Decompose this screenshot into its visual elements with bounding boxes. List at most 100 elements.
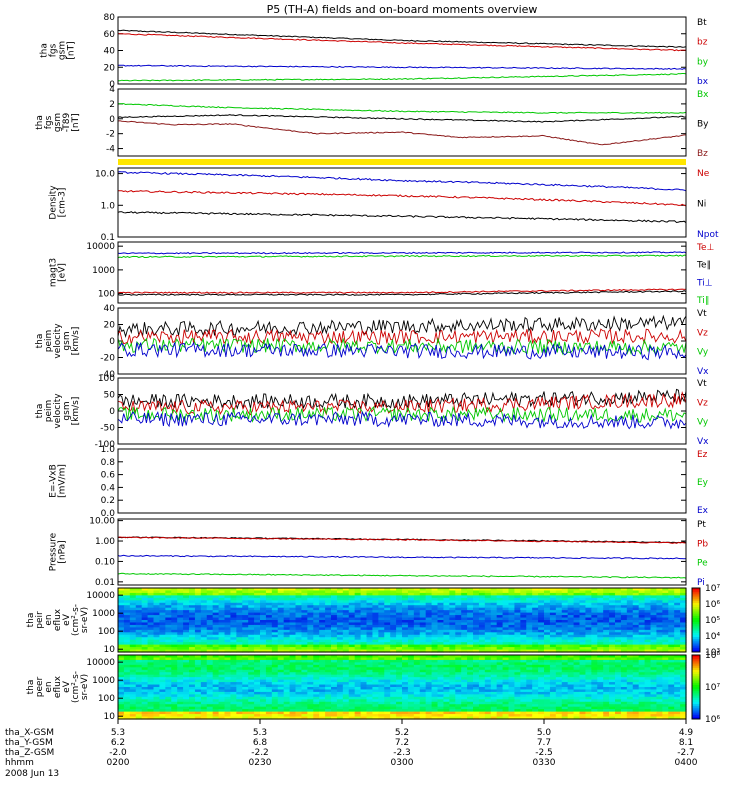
ytick-label: 20 [104,321,116,331]
ytick-label: 0.1 [101,233,115,243]
ytick-label: 10000 [86,591,115,601]
ylabel-fgs-dB: thafgsgsm-T89[nT] [35,113,81,133]
time-axis-row-label: hhmm [5,758,34,768]
ytick-label: 50 [104,391,116,401]
frame-density [117,167,687,238]
panel-efield: E=-VxB[mV/m] 0.0 0.2 0.4 0.6 0.8 1.0 Ez Ey Ex [49,445,709,519]
ytick-label: -2 [106,130,115,140]
ytick-label: 20 [104,63,116,73]
legend-velocity-perm-2: Vy [697,348,709,358]
ytick-label: 0 [109,407,115,417]
ytick-label: 40 [104,47,116,57]
legend-temperature-3: Ti∥ [696,296,709,306]
ytick-label: 10000 [86,658,115,668]
legend-fgs-2: by [697,57,709,67]
time-axis-value: -2.7 [677,748,695,758]
ytick-label: 100 [98,374,115,384]
ylabel-velocity: thapeimvelocitygsm[km/s] [35,393,81,429]
ylabel-peer: thapeerenefluxeV(cm²-s-sr-eV) [26,671,90,703]
series-velocity-perm-0 [117,314,687,339]
panel-fgs: thafgsgsm[nT] 0 20 40 60 80 Bt bz by bx [40,13,709,90]
ytick-label: 0.0 [101,509,116,519]
ytick-label: 1.0 [101,201,116,211]
series-pressure-1 [117,536,687,544]
spectrogram-peir [118,588,687,653]
ytick-label: 100 [98,627,115,637]
series-velocity-perm-3 [117,341,687,361]
series-fgs-1 [117,33,687,52]
series-velocity-1 [117,391,687,416]
ytick-label: 0.10 [95,557,115,567]
series-temperature-0 [117,288,687,294]
ytick-label: 10.0 [95,170,115,180]
series-temperature-3 [117,254,687,259]
time-axis-value: 0230 [249,758,272,768]
series-fgs-dB-2 [117,120,686,146]
ytick-label: -20 [100,354,115,364]
ytick-label: 0.2 [101,496,115,506]
frame-fgs [117,16,687,85]
time-axis-value: 5.2 [395,728,409,738]
legend-velocity-0: Vt [697,379,707,389]
series-density-1 [117,211,687,224]
legend-velocity-2: Vy [697,418,709,428]
ytick-label: 0 [109,115,115,125]
legend-fgs-dB-2: Bz [697,149,708,159]
ytick-label: 100 [98,290,115,300]
legend-velocity-perm-3: Vx [697,367,709,377]
time-axis-value: 4.9 [679,728,694,738]
ytick-label: 0.4 [101,483,116,493]
series-temperature-2 [117,251,687,255]
ylabel-pressure: Pressure[nPa] [49,532,68,571]
time-axis-value: 6.2 [111,738,125,748]
frame-velocity [117,377,687,445]
legend-pressure-2: Pe [697,559,708,569]
ylabel-efield: E=-VxB[mV/m] [49,464,68,498]
series-fgs-3 [117,64,687,70]
time-axis-value: 7.2 [395,738,409,748]
frame-peir [117,587,687,653]
series-velocity-perm-2 [117,337,687,356]
ytick-label: 10.00 [89,517,115,527]
legend-efield-0: Ez [697,450,708,460]
ytick-label: 10 [104,645,116,655]
colorbar-tick: 10⁵ [705,616,720,626]
legend-fgs-1: bz [697,38,708,48]
time-axis-value: 5.3 [253,728,267,738]
separator-bar [118,159,686,165]
legend-fgs-3: bx [697,77,709,87]
legend-velocity-1: Vz [697,398,708,408]
series-fgs-dB-1 [117,114,687,123]
series-velocity-3 [117,410,687,430]
series-density-2 [117,171,687,192]
ytick-label: 80 [104,13,116,23]
ytick-label: 1000 [92,266,115,276]
frame-efield [117,448,687,514]
legend-density-1: Ni [697,200,706,210]
legend-pressure-0: Pt [697,520,706,530]
time-axis-value: 5.3 [111,728,125,738]
ytick-label: 0 [109,80,115,90]
time-axis-value: 0300 [391,758,414,768]
colorbar-peir: 10³ 10⁴ 10⁵ 10⁶ 10⁷ [691,584,720,658]
ytick-label: 60 [104,30,116,40]
series-pressure-3 [117,554,687,560]
panel-peir: thapeirenefluxeV(cm²-s-sr-eV)10³10⁴10⁵10… [26,584,720,658]
frame-fgs-dB [117,88,687,157]
series-pressure-2 [117,572,687,579]
spectrogram-peer [118,655,687,720]
panel-velocity: thapeimvelocitygsm[km/s] -100 -50 0 50 100 Vt V… [35,374,709,450]
ytick-label: 0.01 [95,578,115,588]
time-axis-value: -2.2 [251,748,269,758]
date-label: 2008 Jun 13 [5,769,59,779]
panel-density: Density[cm-3] 0.1 1.0 10.0 Ne Ni Npot [49,167,719,243]
ylabel-temperature: magt3[eV] [49,258,68,287]
colorbar-peer: 10⁶ 10⁷ 10⁸ [691,651,720,725]
ylabel-density: Density[cm-3] [49,185,68,220]
legend-temperature-2: Ti⊥ [696,278,713,288]
series-fgs-dB-0 [117,103,687,114]
time-axis: tha_X-GSM 5.3 5.3 5.2 5.0 4.9 tha_Y-GSM 6.2 6.8 7… [5,719,698,779]
legend-fgs-0: Bt [697,18,707,28]
ytick-label: 0 [109,337,115,347]
